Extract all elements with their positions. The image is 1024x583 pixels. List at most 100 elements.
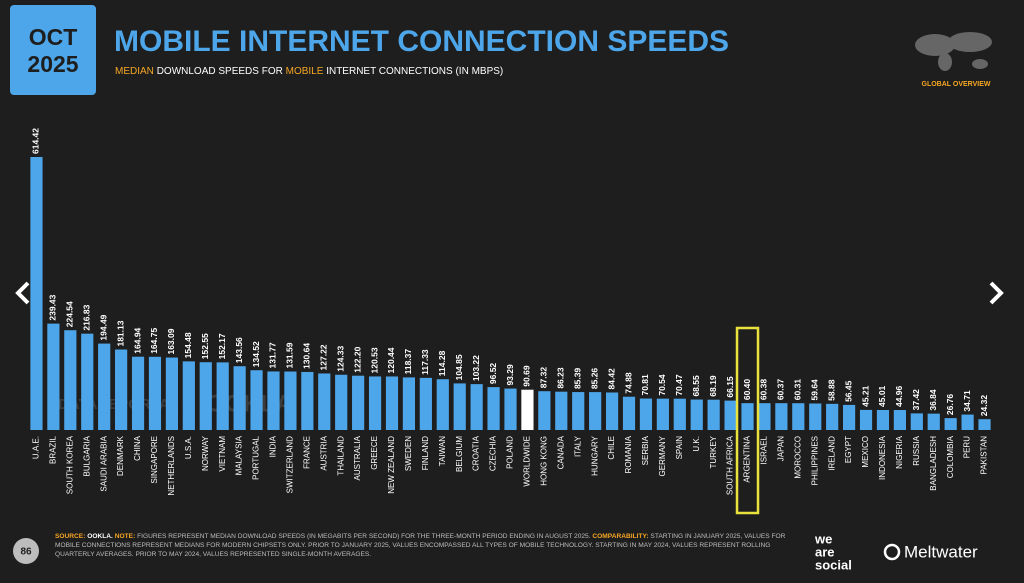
value-label: 59.64 — [809, 379, 819, 401]
chart-title: MOBILE INTERNET CONNECTION SPEEDS — [114, 25, 729, 58]
month: OCT — [29, 24, 78, 50]
value-label: 118.37 — [403, 349, 413, 375]
value-label: 120.44 — [386, 347, 396, 373]
x-tick-label: COLOMBIA — [946, 435, 955, 478]
value-label: 60.31 — [793, 379, 803, 401]
value-label: 90.69 — [522, 365, 532, 387]
value-label: 26.76 — [945, 394, 955, 416]
bar — [165, 357, 178, 430]
x-tick-label: CHILE — [607, 436, 616, 460]
bar — [504, 388, 517, 430]
foot-part: FIGURES REPRESENT MEDIAN DOWNLOAD SPEEDS… — [137, 533, 591, 540]
value-label: 104.85 — [454, 354, 464, 380]
x-tick-label: SPAIN — [675, 436, 684, 460]
x-tick-label: MALAYSIA — [235, 435, 244, 475]
bar — [64, 330, 77, 430]
x-tick-label: IRELAND — [827, 436, 836, 471]
x-tick-label: SWITZERLAND — [286, 436, 295, 494]
bar — [826, 403, 839, 430]
value-label: 34.71 — [962, 390, 972, 412]
bar — [910, 413, 923, 430]
bar — [199, 362, 212, 430]
value-label: 143.56 — [234, 337, 244, 363]
bar — [843, 404, 856, 430]
bar — [436, 379, 449, 430]
highlight-box — [735, 326, 760, 515]
subtitle-part: INTERNET CONNECTIONS (IN MBPS) — [326, 66, 503, 77]
x-tick-label: PERU — [963, 436, 972, 458]
bar — [792, 403, 805, 430]
value-label: 152.17 — [217, 333, 227, 359]
bar — [893, 410, 906, 430]
bar — [98, 343, 111, 430]
section-label: GLOBAL OVERVIEW — [922, 81, 991, 88]
plot: DATAREPORTALOOKLA614.42U.A.E.239.43BRAZI… — [30, 128, 991, 515]
x-tick-label: INDONESIA — [878, 435, 887, 480]
bar — [267, 371, 280, 430]
page-badge — [13, 538, 39, 564]
x-tick-label: HUNGARY — [590, 435, 599, 476]
foot-part: OOKLA. — [87, 533, 113, 540]
x-tick-label: AUSTRALIA — [353, 435, 362, 480]
subtitle-part: MEDIAN — [115, 66, 154, 77]
x-tick-label: PAKISTAN — [980, 436, 989, 475]
x-tick-label: PORTUGAL — [252, 435, 261, 479]
prev-arrow[interactable] — [15, 281, 30, 305]
x-tick-label: ARGENTINA — [743, 435, 752, 482]
value-label: 45.21 — [860, 385, 870, 407]
bar — [30, 157, 43, 430]
bar — [148, 356, 162, 430]
brand-word: we — [814, 531, 832, 546]
value-label: 127.22 — [319, 344, 329, 370]
bar — [724, 400, 737, 430]
value-label: 134.52 — [251, 341, 261, 367]
brand-name: Meltwater — [904, 542, 978, 561]
bar — [250, 370, 263, 430]
value-label: 58.88 — [826, 379, 836, 401]
x-tick-label: THAILAND — [336, 436, 345, 476]
foot-part: STARTING IN JANUARY 2025, VALUES FOR MOB… — [55, 533, 786, 558]
x-tick-label: BELGIUM — [455, 436, 464, 472]
bar — [809, 403, 822, 430]
next-arrow[interactable] — [989, 281, 1004, 305]
x-tick-label: GREECE — [370, 436, 379, 470]
value-label: 56.45 — [843, 380, 853, 402]
x-tick-label: DENMARK — [116, 435, 125, 476]
bar — [301, 371, 314, 430]
bar — [758, 403, 771, 430]
value-label: 96.52 — [488, 363, 498, 385]
value-label: 66.15 — [725, 376, 735, 398]
value-label: 85.39 — [572, 368, 582, 390]
x-tick-label: MOROCCO — [793, 436, 802, 479]
x-tick-label: VIETNAM — [218, 436, 227, 472]
x-tick-label: SOUTH KOREA — [65, 435, 74, 494]
bar — [47, 323, 60, 430]
value-label: 124.33 — [335, 345, 345, 371]
bar — [131, 356, 145, 430]
value-label: 181.13 — [115, 320, 125, 346]
value-label: 130.64 — [302, 343, 312, 369]
x-tick-label: HONG KONG — [539, 436, 548, 486]
year: 2025 — [27, 51, 78, 77]
brand-word: social — [815, 557, 852, 572]
value-label: 36.84 — [928, 389, 938, 411]
bar — [385, 376, 399, 430]
bar — [622, 396, 636, 430]
bar — [944, 418, 957, 430]
value-label: 164.75 — [149, 328, 159, 354]
value-label: 87.32 — [539, 367, 549, 389]
brand-logo — [883, 543, 901, 561]
value-label: 45.01 — [877, 385, 887, 407]
bar — [538, 391, 551, 430]
value-label: 103.22 — [471, 355, 481, 381]
bar — [402, 377, 416, 430]
value-label: 60.40 — [742, 379, 752, 401]
foot-part: SOURCE: — [55, 533, 86, 540]
page-number: 86 — [20, 547, 32, 558]
bar — [216, 362, 229, 430]
x-tick-label: PHILIPPINES — [810, 436, 819, 485]
bar — [656, 398, 669, 430]
x-tick-label: INDIA — [269, 435, 278, 457]
x-tick-label: U.S.A. — [184, 436, 193, 459]
